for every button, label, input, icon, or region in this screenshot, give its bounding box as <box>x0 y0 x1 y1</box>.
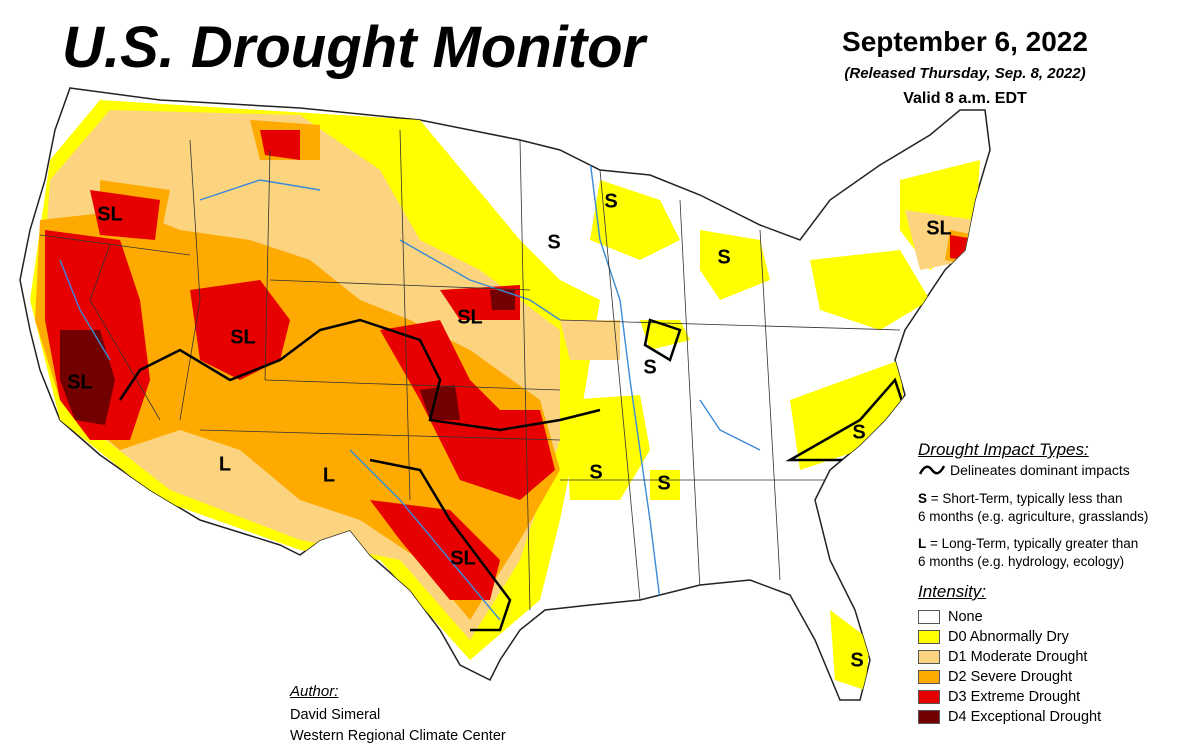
legend-item: D2 Severe Drought <box>918 668 1072 686</box>
legend-item: D4 Exceptional Drought <box>918 708 1101 726</box>
legend-item: D3 Extreme Drought <box>918 688 1080 706</box>
region-label: L <box>322 464 336 487</box>
author-name: David Simeral <box>290 707 381 723</box>
region-label: SL <box>926 217 952 240</box>
impact-boundaries <box>118 318 907 632</box>
impact-legend-title: Drought Impact Types: <box>918 440 1089 459</box>
d4-areas <box>60 290 515 425</box>
map-title: U.S. Drought Monitor <box>62 15 646 80</box>
region-label: S <box>850 649 864 672</box>
region-label: S <box>643 356 657 379</box>
impact-line-sample <box>918 465 946 475</box>
region-label: S <box>547 231 561 254</box>
legend-swatch <box>918 630 940 644</box>
region-label: SL <box>457 306 483 329</box>
region-label: SL <box>67 371 93 394</box>
region-label: SL <box>97 203 123 226</box>
region-label: S <box>717 246 731 269</box>
impact-line-label: Delineates dominant impacts <box>950 462 1130 478</box>
long-term-code: L <box>918 536 927 551</box>
legend-item: D1 Moderate Drought <box>918 648 1087 666</box>
legend-swatch <box>918 650 940 664</box>
author-title: Author: <box>290 683 339 700</box>
long-term-description: L = Long-Term, typically greater than 6 … <box>918 536 1139 569</box>
legend-item: D0 Abnormally Dry <box>918 628 1069 646</box>
region-label: S <box>604 190 618 213</box>
region-label: SL <box>450 547 476 570</box>
legend-swatch <box>918 670 940 684</box>
short-term-code: S <box>918 491 928 506</box>
region-label: S <box>589 461 603 484</box>
region-label: S <box>657 472 671 495</box>
legend-swatch <box>918 690 940 704</box>
legend-swatch <box>918 610 940 624</box>
legend-item: None <box>918 608 983 626</box>
intensity-legend-title: Intensity: <box>918 582 987 601</box>
state-boundaries <box>39 129 901 611</box>
region-label: S <box>852 421 866 444</box>
release-date: (Released Thursday, Sep. 8, 2022) <box>844 65 1086 82</box>
author-org: Western Regional Climate Center <box>290 728 506 744</box>
region-label: L <box>218 453 232 476</box>
short-term-description: S = Short-Term, typically less than 6 mo… <box>918 491 1149 524</box>
map-date: September 6, 2022 <box>842 26 1088 57</box>
region-label: SL <box>230 326 256 349</box>
rivers <box>59 159 761 621</box>
valid-time: Valid 8 a.m. EDT <box>903 90 1027 107</box>
legend-swatch <box>918 710 940 724</box>
